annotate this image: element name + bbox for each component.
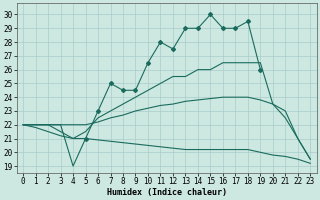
- X-axis label: Humidex (Indice chaleur): Humidex (Indice chaleur): [107, 188, 227, 197]
